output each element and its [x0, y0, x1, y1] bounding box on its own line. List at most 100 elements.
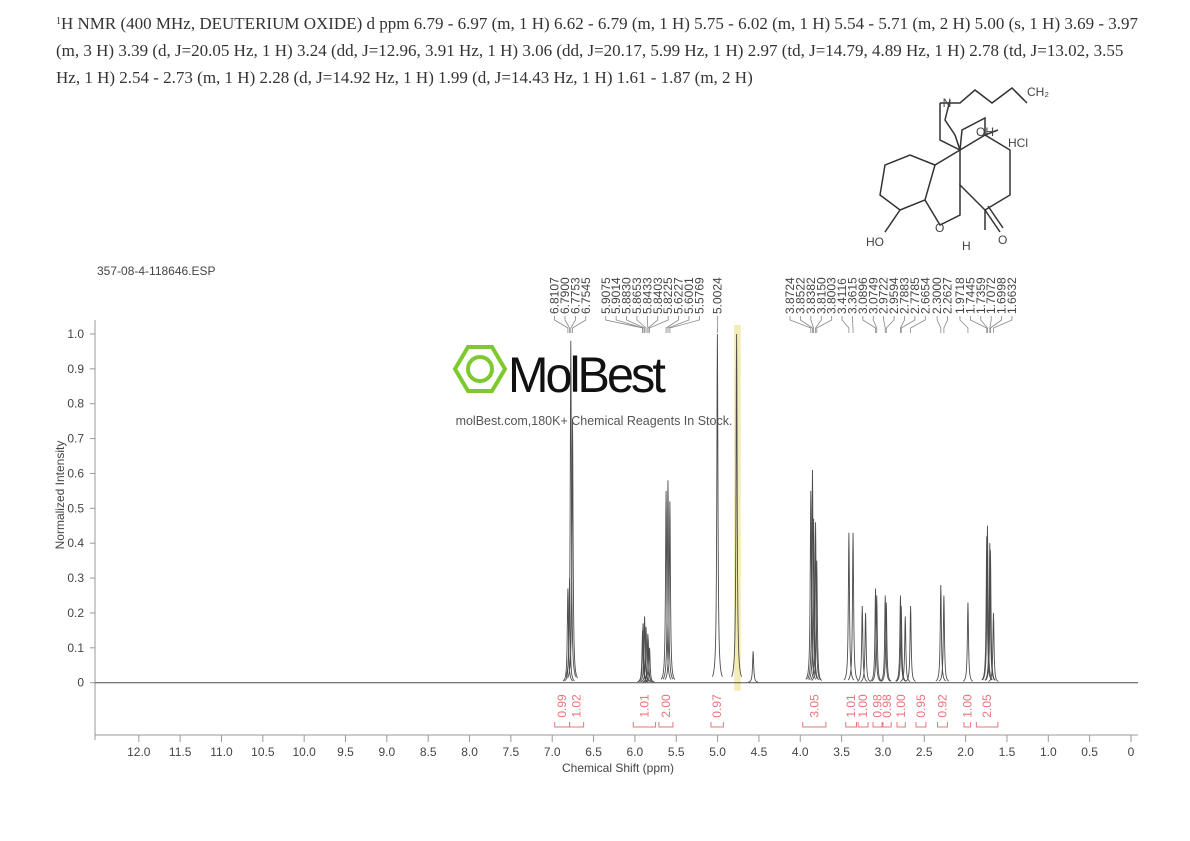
peak-connector	[789, 316, 812, 333]
peak-connector	[943, 316, 948, 333]
peak	[871, 595, 882, 682]
x-tick-label: 7.5	[503, 745, 520, 759]
peak-connector	[572, 316, 587, 333]
integral-bracket	[937, 722, 948, 728]
x-tick-label: 11.5	[169, 745, 192, 759]
peak	[644, 647, 655, 683]
integral-bracket	[569, 722, 585, 728]
x-tick-label: 8.5	[420, 745, 437, 759]
description-text: H NMR (400 MHz, DEUTERIUM OXIDE) d ppm 6…	[56, 14, 1139, 87]
integral-value: 1.00	[856, 694, 870, 718]
integral-bracket	[845, 722, 857, 728]
structure	[879, 87, 1028, 233]
peak-connector	[626, 316, 645, 333]
integral-value: 1.01	[637, 694, 651, 718]
atom-label: N	[943, 96, 952, 110]
logo-ring	[466, 355, 494, 383]
peak-label: 6.7900	[558, 277, 572, 314]
peak-label: 3.3615	[845, 277, 859, 314]
x-tick-label: 4.0	[792, 745, 809, 759]
peak-label: 5.8225	[661, 277, 675, 314]
peak-label: 5.5769	[692, 277, 706, 314]
peak	[847, 532, 859, 681]
y-tick-label: 0	[77, 676, 84, 690]
peak	[984, 543, 996, 681]
x-tick-label: 8.0	[461, 745, 478, 759]
peak-connector	[990, 316, 1002, 333]
peak	[637, 623, 649, 683]
y-tick-label: 1.0	[67, 327, 84, 341]
peak-connector	[815, 316, 822, 333]
peak	[811, 560, 823, 681]
x-tick-label: 11.0	[210, 745, 233, 759]
peak	[881, 602, 892, 682]
peak	[982, 525, 993, 681]
y-tick-label: 0.8	[67, 397, 84, 411]
x-tick-label: 1.0	[1040, 745, 1057, 759]
peak-label: 3.8382	[804, 277, 818, 314]
peak-connector	[564, 316, 570, 333]
peak-label: 6.7753	[568, 277, 582, 314]
peak	[895, 595, 906, 682]
peak-connector	[980, 316, 988, 333]
x-tick-label: 9.0	[379, 745, 396, 759]
peak	[731, 333, 742, 677]
file-label: 357-08-4-118646.ESP	[97, 264, 216, 278]
peak-label: 5.9014	[609, 277, 623, 314]
integral-value: 0.98	[880, 694, 894, 718]
peak	[807, 469, 818, 680]
y-tick-label: 0.6	[67, 466, 84, 480]
peak	[935, 585, 947, 682]
peak-label: 2.2627	[941, 277, 955, 314]
x-tick-label: 4.5	[751, 745, 768, 759]
peak-label: 3.4116	[835, 278, 849, 314]
x-tick-label: 3.5	[833, 745, 850, 759]
logo-hexagon	[452, 345, 508, 393]
atom-label: HCl	[1008, 136, 1028, 150]
peak-connector	[900, 316, 905, 333]
integral-bracket	[915, 722, 927, 728]
peak	[748, 651, 759, 683]
atom-label: O	[935, 221, 944, 235]
peak-connector	[959, 316, 969, 333]
peak-connector	[647, 316, 659, 333]
watermark-logo	[452, 345, 508, 393]
peak	[938, 595, 950, 682]
integral-value: 1.01	[844, 694, 858, 718]
y-tick-label: 0.3	[67, 571, 84, 585]
peak-label: 3.8150	[814, 277, 828, 314]
integral-bracket	[857, 722, 869, 728]
peak	[981, 536, 993, 681]
peak-connector	[615, 316, 644, 333]
peak-label: 1.7445	[963, 277, 977, 314]
integral-bracket	[632, 722, 657, 728]
peak	[565, 340, 577, 677]
peak	[905, 605, 916, 682]
peak-label: 5.8433	[640, 277, 654, 314]
x-tick-label: 3.0	[875, 745, 892, 759]
bond	[1014, 90, 1028, 104]
atom-label: CH₂	[1027, 85, 1049, 99]
nmr-description: 1H NMR (400 MHz, DEUTERIUM OXIDE) d ppm …	[56, 8, 1146, 91]
peak-label: 5.6001	[682, 277, 696, 314]
integral-bracket	[554, 722, 571, 728]
peak-label: 2.9594	[887, 277, 901, 314]
integral-value: 0.98	[871, 694, 885, 718]
integral-bracket	[975, 722, 999, 728]
peak-connector	[669, 316, 700, 333]
peak	[988, 612, 999, 682]
peak-label: 2.9722	[877, 277, 891, 314]
peak-label: 3.0749	[866, 277, 880, 314]
peak-connector	[872, 316, 878, 333]
atom-label: HO	[866, 235, 884, 249]
peak-label: 3.0896	[856, 277, 870, 314]
x-tick-label: 10.0	[292, 745, 316, 759]
x-tick-label: 2.5	[916, 745, 933, 759]
peak	[900, 616, 911, 682]
peak-connector	[554, 316, 569, 333]
peak-connector	[649, 316, 669, 333]
integral-bracket	[896, 722, 906, 728]
peak-label: 6.8107	[548, 277, 562, 314]
x-tick-label: 2.0	[957, 745, 974, 759]
x-tick-label: 0.5	[1081, 745, 1098, 759]
